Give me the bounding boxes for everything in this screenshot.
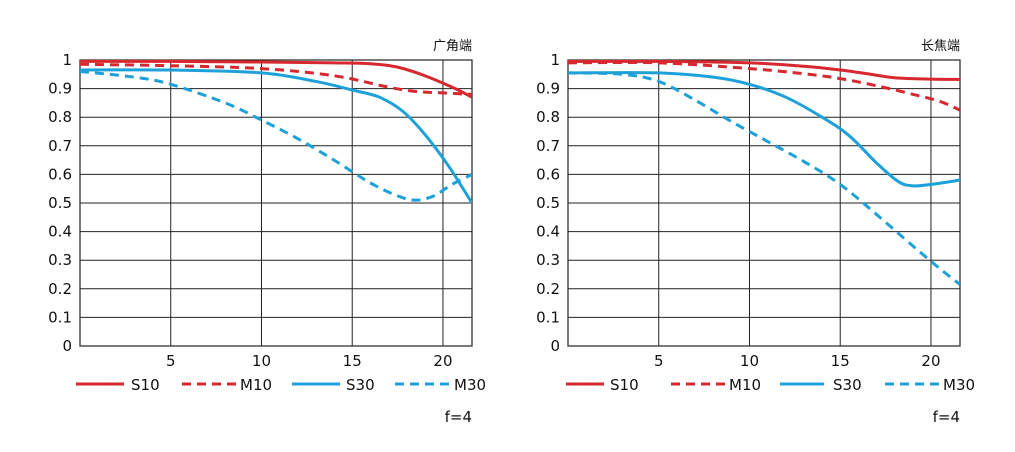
x-tick-label: 20 [433,352,452,370]
x-tick-label: 20 [921,352,940,370]
x-tick-label: 15 [343,352,362,370]
x-tick-label: 10 [252,352,271,370]
y-tick-label: 0.3 [48,251,72,269]
series-line-s10 [80,59,472,99]
series-line-m30 [568,71,960,286]
y-tick-label: 0.1 [536,308,560,326]
series-line-m10 [80,62,472,96]
aperture-note: f=4 [445,408,472,426]
y-tick-label: 0.6 [48,165,72,183]
y-tick-label: 0.1 [48,308,72,326]
y-tick-label: 1 [550,51,560,69]
y-tick-label: 0.7 [48,137,72,155]
mtf-panel-1: 00.10.20.30.40.50.60.70.80.915 10 15 20广角端S… [48,39,486,426]
legend-label-s30: S30 [346,376,375,394]
y-tick-label: 0.5 [536,194,560,212]
y-tick-label: 0.7 [536,137,560,155]
legend-label-s30: S30 [833,376,862,394]
legend-label-s10: S10 [131,376,160,394]
series-line-m30 [80,69,472,202]
chart-title: 长焦端 [921,39,960,54]
legend-label-m30: M30 [943,376,975,394]
y-tick-label: 0.6 [536,165,560,183]
y-tick-label: 0.4 [536,223,560,241]
x-tick-label: 5 [166,352,176,370]
series-line-s30 [568,71,960,188]
aperture-note: f=4 [933,408,960,426]
y-tick-label: 0.8 [48,108,72,126]
y-tick-label: 0.4 [48,223,72,241]
y-tick-label: 0.2 [48,280,72,298]
series-line-s10 [568,59,960,81]
chart-title: 广角端 [433,39,472,54]
x-tick-label: 10 [740,352,759,370]
y-tick-label: 0.9 [48,80,72,98]
mtf-panel-2: 00.10.20.30.40.50.60.70.80.915 10 15 20长焦端S… [536,39,975,426]
y-tick-label: 0.9 [536,80,560,98]
x-tick-label: 15 [831,352,850,370]
y-tick-label: 0.5 [48,194,72,212]
y-tick-label: 0.8 [536,108,560,126]
y-tick-label: 0 [62,337,72,355]
y-tick-label: 0 [550,337,560,355]
y-tick-label: 0.2 [536,280,560,298]
legend-label-m10: M10 [729,376,761,394]
series-line-m10 [568,60,960,112]
series-line-s30 [80,68,472,204]
legend-label-m30: M30 [454,376,486,394]
x-tick-label: 5 [654,352,664,370]
legend-label-m10: M10 [240,376,272,394]
y-tick-label: 0.3 [536,251,560,269]
legend-label-s10: S10 [610,376,639,394]
plot-frame [567,59,961,347]
y-tick-label: 1 [62,51,72,69]
